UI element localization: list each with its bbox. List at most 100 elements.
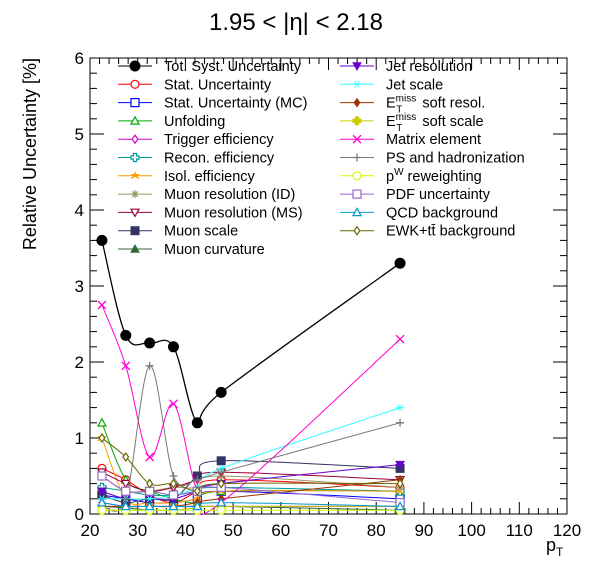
data-point (394, 257, 406, 269)
data-point (395, 460, 405, 470)
legend-entry: Muon resolution (MS) (118, 205, 303, 221)
series-20 (98, 432, 404, 497)
legend-marker (129, 208, 141, 218)
data-point (191, 417, 203, 429)
legend-entry: Unfolding (118, 114, 225, 130)
legend-entry: Stat. Uncertainty (118, 77, 272, 93)
legend-entry: Muon resolution (ID) (118, 187, 295, 203)
legend-entry: Emiss T soft scale (340, 112, 484, 134)
legend-entry: pW reweighting (340, 167, 482, 185)
legend-marker (131, 134, 139, 145)
data-point (122, 451, 130, 463)
y-tick-label: 2 (75, 353, 84, 372)
data-point (216, 456, 226, 466)
data-point (145, 452, 155, 462)
legend-marker (353, 153, 361, 162)
legend-entry: Jet scale (340, 77, 443, 93)
data-point (217, 478, 225, 489)
series-1 (97, 463, 405, 508)
legend-label-part: p (386, 169, 394, 185)
legend-entry: QCD background (340, 205, 498, 221)
legend-label: Muon resolution (ID) (164, 187, 295, 203)
legend-label: PDF uncertainty (386, 187, 491, 203)
series-line (101, 240, 401, 426)
legend-entry: Emiss T soft resol. (340, 94, 485, 116)
data-point (168, 501, 179, 511)
legend-label-part: soft resol. (418, 96, 485, 112)
data-point (193, 486, 201, 497)
x-axis-label-sub: T (556, 545, 564, 559)
y-tick-label: 1 (75, 429, 84, 448)
legend-label: Matrix element (386, 132, 481, 148)
legend-label: QCD background (386, 205, 498, 221)
data-point (121, 486, 131, 496)
legend-label-part: miss (396, 94, 417, 105)
y-axis: 0 1 2 3 4 5 6 (75, 49, 567, 524)
x-tick-label: 70 (319, 521, 338, 540)
y-tick-label: 3 (75, 277, 84, 296)
x-tick-label: 50 (224, 521, 243, 540)
legend-entry: Tot. Syst. Uncertainty (118, 59, 302, 75)
plot-frame (89, 57, 568, 515)
x-tick-label: 110 (506, 521, 533, 540)
data-point (144, 337, 156, 349)
legend-marker (130, 97, 140, 108)
legend-label-part: T (396, 123, 402, 134)
y-tick-label: 5 (75, 125, 84, 144)
data-point (97, 471, 107, 481)
legend-label: Recon. efficiency (164, 151, 275, 167)
legend-entry: PDF uncertainty (340, 187, 491, 203)
y-tick-label: 6 (75, 49, 84, 68)
legend-entry: PS and hadronization (340, 151, 525, 167)
plot-area-frame (89, 57, 568, 515)
legend-entry: Matrix element (340, 132, 481, 148)
legend-entry: EWK+tt̄ background (340, 224, 515, 240)
data-point (120, 479, 131, 489)
data-point (145, 495, 154, 503)
y-tick-label: 0 (75, 505, 84, 524)
legend-label-part: miss (396, 112, 417, 123)
legend-marker (130, 171, 140, 180)
x-tick-label: 90 (414, 521, 433, 540)
legend-marker (131, 190, 139, 199)
legend-label-part: T (396, 105, 402, 116)
legend-marker (130, 226, 140, 236)
legend-label: Emiss T soft scale (386, 112, 484, 134)
data-point (145, 361, 154, 370)
data-point (215, 386, 227, 398)
legend-label: Stat. Uncertainty (164, 77, 272, 93)
x-tick-label: 60 (271, 521, 290, 540)
legend-marker (352, 116, 362, 126)
data-point (216, 497, 227, 507)
series-layer (96, 234, 406, 515)
data-point (169, 399, 178, 409)
data-point (121, 361, 131, 371)
data-point (97, 300, 107, 310)
series-14 (97, 501, 405, 515)
legend-label: Muon curvature (164, 242, 265, 258)
series-0 (96, 234, 406, 429)
data-point (216, 505, 226, 515)
data-point (96, 234, 108, 246)
x-axis-label: pT (546, 535, 564, 559)
data-point (192, 501, 203, 511)
legend-entry: Muon scale (118, 224, 238, 240)
x-tick-label: 120 (553, 521, 581, 540)
data-point (97, 505, 107, 515)
data-point (96, 417, 107, 427)
data-point (395, 501, 406, 511)
legend-label-part: E (386, 114, 396, 130)
legend-marker (352, 189, 362, 199)
data-point (396, 478, 404, 489)
legend-marker (351, 207, 363, 217)
series-16 (97, 361, 405, 512)
legend-entry: Muon curvature (118, 242, 265, 258)
legend-label-part: W (394, 167, 404, 178)
legend-label: Muon resolution (MS) (164, 205, 303, 221)
data-point (169, 478, 178, 489)
legend-label-part: reweighting (404, 169, 482, 185)
series-line (101, 304, 401, 515)
x-tick-label: 20 (81, 521, 100, 540)
data-point (396, 404, 405, 412)
